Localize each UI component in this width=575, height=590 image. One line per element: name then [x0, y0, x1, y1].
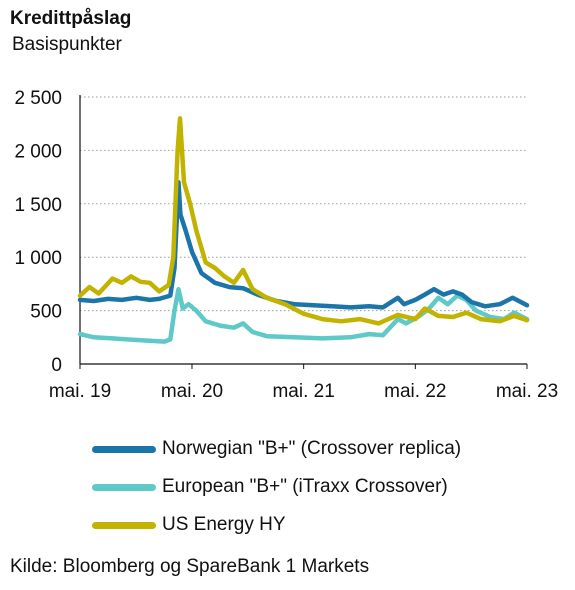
x-tick-label: mai. 23: [496, 381, 558, 402]
y-tick-label: 1 000: [14, 248, 62, 269]
chart-subtitle: Basispunkter: [12, 34, 122, 55]
legend-label-norwegian: Norwegian "B+" (Crossover replica): [162, 438, 462, 459]
legend-item-us-energy: US Energy HY: [92, 506, 461, 544]
legend: Norwegian "B+" (Crossover replica) Europ…: [92, 430, 461, 544]
y-axis: 0 500 1 000 1 500 2 000 2 500: [14, 88, 81, 376]
legend-swatch-norwegian: [92, 445, 156, 453]
legend-item-european: European "B+" (iTraxx Crossover): [92, 468, 461, 506]
chart-title: Kredittpåslag: [10, 8, 132, 29]
series-line-european: [77, 286, 530, 344]
source-note: Kilde: Bloomberg og SpareBank 1 Markets: [10, 556, 370, 577]
legend-label-european: European "B+" (iTraxx Crossover): [162, 476, 448, 497]
gridlines: [80, 96, 527, 312]
series-line-us-energy: [77, 116, 530, 326]
y-tick-label: 1 500: [14, 195, 62, 216]
x-tick-label: mai. 22: [384, 381, 446, 402]
x-tick-label: mai. 19: [49, 381, 111, 402]
series-line-norwegian: [77, 180, 530, 310]
legend-swatch-european: [92, 483, 156, 491]
y-tick-label: 0: [51, 355, 62, 376]
x-axis: mai. 19 mai. 20 mai. 21 mai. 22 mai. 23: [49, 363, 558, 402]
y-tick-label: 2 500: [14, 88, 62, 109]
x-tick-label: mai. 21: [272, 381, 334, 402]
legend-item-norwegian: Norwegian "B+" (Crossover replica): [92, 430, 461, 468]
y-tick-label: 500: [30, 302, 62, 323]
legend-label-us-energy: US Energy HY: [162, 514, 286, 535]
legend-swatch-us-energy: [92, 521, 156, 529]
x-tick-label: mai. 20: [161, 381, 223, 402]
y-tick-label: 2 000: [14, 141, 62, 162]
series-lines: [77, 116, 530, 344]
